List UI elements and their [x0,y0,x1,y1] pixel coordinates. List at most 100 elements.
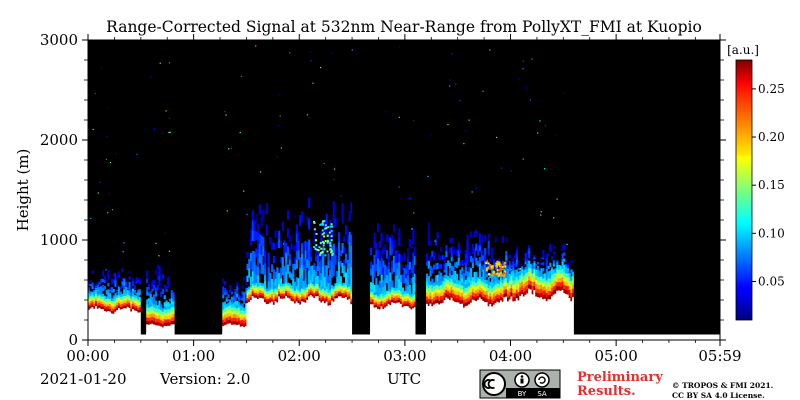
saturated-column [496,301,499,333]
cloud-pixel [494,262,497,265]
signal-band [392,297,396,301]
signal-band [290,285,293,289]
cloud-pixel [504,265,507,268]
signal-band [269,287,272,290]
aerosol-band [480,250,483,256]
aerosol-band [549,262,552,267]
signal-band [170,317,173,321]
aerosol-band [477,249,480,256]
aerosol-band [466,234,469,241]
aerosol-band [426,273,429,278]
aerosol-band [543,271,547,272]
signal-band [283,290,286,294]
signal-band [487,298,490,303]
signal-band [225,313,228,318]
by-icon [514,372,530,388]
aerosol-band [114,276,117,281]
saturated-column [132,308,135,333]
cloud-pixel [496,272,499,275]
signal-band [512,280,515,285]
signal-band [223,318,227,322]
saturated-column [336,297,339,333]
signal-band [466,298,469,302]
aerosol-band [262,246,265,256]
saturated-column [403,305,406,333]
cloud-pixel [329,248,332,251]
saturated-column [229,322,232,333]
saturated-column [135,310,138,333]
signal-band [243,314,246,318]
aerosol-band [387,255,390,263]
signal-band [543,286,547,291]
saturated-column [124,308,128,333]
aerosol-band [88,292,91,295]
saturated-column [241,325,244,333]
signal-band [232,314,235,318]
cloud-pixel [491,265,494,268]
signal-band [301,295,304,299]
aerosol-band [414,255,417,265]
saturated-column [505,296,508,333]
aerosol-band [302,280,305,287]
signal-band [517,295,520,301]
aerosol-band [526,250,529,253]
signal-band [535,283,538,289]
signal-band [288,285,291,289]
signal-band [433,286,436,291]
signal-band [436,288,439,293]
signal-band [255,290,258,293]
aerosol-band [276,241,279,248]
signal-band [484,283,487,288]
aerosol-band [512,273,515,277]
signal-band [322,285,325,289]
signal-band [492,286,496,291]
aerosol-band [117,274,121,278]
signal-band [267,295,270,299]
signal-band [322,290,325,294]
cloud-pixel [503,271,506,274]
aerosol-band [487,276,490,285]
signal-band [508,295,511,300]
noise-speck [562,92,564,94]
signal-band [429,292,432,297]
signal-band [267,293,270,297]
aerosol-band [281,257,284,267]
aerosol-band [329,269,332,280]
aerosol-band [455,249,459,256]
signal-band [89,295,92,299]
saturated-column [563,292,566,333]
signal-band [147,321,151,325]
colorbar-tick-label: 0.10 [758,226,785,240]
aerosol-band [538,271,541,272]
aerosol-band [154,270,158,275]
signal-band [279,288,283,292]
signal-band [308,286,311,290]
signal-band [371,289,374,292]
signal-band [542,286,545,291]
signal-band [299,291,302,295]
aerosol-band [260,235,263,246]
aerosol-band [450,251,453,257]
cloud-pixel [492,270,495,273]
signal-band [378,301,381,305]
signal-band [429,295,432,300]
aerosol-band [478,239,481,246]
signal-band [147,310,151,315]
aerosol-band [438,252,441,257]
signal-band [558,273,561,278]
signal-band [253,285,256,288]
aerosol-band [327,282,330,291]
signal-band [262,285,265,289]
signal-band [168,318,172,323]
aerosol-band [429,240,432,246]
no-data-gap [415,40,427,335]
aerosol-band [512,267,515,271]
aerosol-band [283,249,286,258]
saturated-column [457,302,460,333]
noise-speck [306,114,309,116]
saturated-column [461,303,464,333]
aerosol-band [229,287,232,291]
aerosol-band [110,289,114,293]
signal-band [462,289,466,294]
saturated-column [126,306,129,333]
